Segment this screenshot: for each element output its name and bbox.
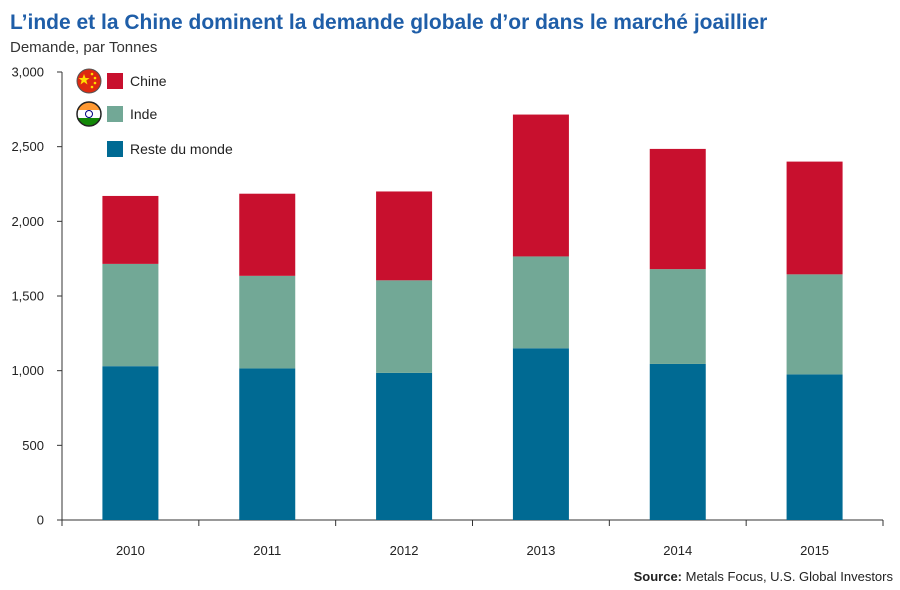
source-label: Source: [634, 569, 682, 584]
india-flag-icon [76, 101, 102, 127]
bar-inde [786, 274, 843, 375]
y-tick-label: 2,000 [11, 214, 44, 229]
x-tick-label: 2015 [800, 543, 829, 558]
x-tick-label: 2011 [253, 543, 281, 558]
bar-inde [376, 280, 433, 373]
x-tick-label: 2013 [526, 543, 555, 558]
y-tick-label: 0 [37, 513, 44, 528]
chart-subtitle: Demande, par Tonnes [10, 39, 157, 56]
bar-inde [649, 269, 706, 364]
bar-inde [239, 275, 296, 369]
legend-label: Reste du monde [130, 141, 233, 157]
bar-reste-du-monde [512, 348, 569, 520]
legend-label: Chine [130, 73, 167, 89]
source-note: Source: Metals Focus, U.S. Global Invest… [634, 569, 894, 584]
y-axis: 0 500 1,000 1,500 2,000 2,500 3,000 [11, 65, 63, 528]
bar-chine [239, 193, 296, 276]
bar-reste-du-monde [239, 368, 296, 520]
x-tick-label: 2010 [116, 543, 145, 558]
bar-inde [102, 263, 159, 367]
bar-reste-du-monde [786, 374, 843, 520]
legend-swatch [107, 73, 123, 89]
bar-reste-du-monde [376, 372, 433, 520]
bar-chine [512, 114, 569, 257]
legend: Chine Inde Reste du monde [76, 68, 233, 157]
legend-swatch [107, 106, 123, 122]
y-tick-label: 500 [22, 438, 44, 453]
legend-label: Inde [130, 106, 157, 122]
china-flag-icon [76, 68, 102, 94]
bar-reste-du-monde [649, 363, 706, 520]
bar-chine [649, 148, 706, 270]
chart-title: L’inde et la Chine dominent la demande g… [10, 11, 767, 34]
bar-chine [376, 191, 433, 281]
bar-chine [102, 195, 159, 264]
legend-swatch [107, 141, 123, 157]
bar-chine [786, 161, 843, 275]
y-tick-label: 1,000 [11, 363, 44, 378]
bar-reste-du-monde [102, 366, 159, 520]
x-tick-label: 2014 [663, 543, 692, 558]
x-tick-label: 2012 [390, 543, 419, 558]
source-text: Metals Focus, U.S. Global Investors [686, 569, 894, 584]
x-axis: 2010 2011 2012 2013 2014 2015 [61, 519, 884, 558]
y-tick-label: 1,500 [11, 289, 44, 304]
y-tick-label: 2,500 [11, 139, 44, 154]
y-tick-label: 3,000 [11, 65, 44, 80]
bars [102, 114, 843, 520]
bar-inde [512, 256, 569, 349]
